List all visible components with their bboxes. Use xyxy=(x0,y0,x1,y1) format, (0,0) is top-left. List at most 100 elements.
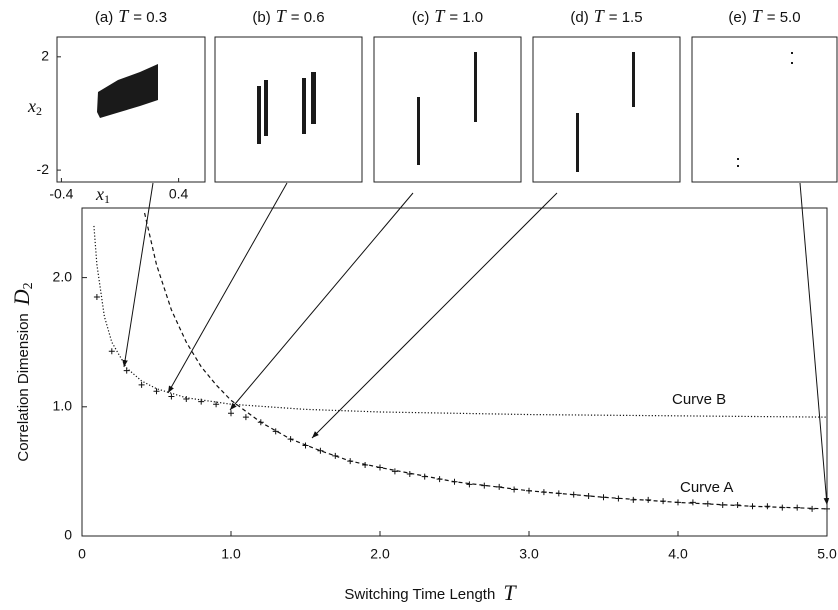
data-point xyxy=(675,499,681,506)
data-point xyxy=(555,490,562,497)
cloud xyxy=(737,158,739,160)
inset-y-symbol: x xyxy=(27,96,36,116)
data-point xyxy=(287,436,294,443)
data-point xyxy=(779,504,786,511)
inset-title-value: = 5.0 xyxy=(767,9,801,26)
cloud xyxy=(632,52,635,107)
cloud xyxy=(302,78,306,134)
inset-title-symbol: T xyxy=(434,6,446,26)
data-point xyxy=(809,505,816,512)
cloud xyxy=(791,52,793,54)
inset-title-prefix: (c) xyxy=(412,9,430,26)
data-point xyxy=(734,501,741,508)
data-point xyxy=(213,401,220,408)
data-point xyxy=(481,482,488,489)
x-tick-label: 1.0 xyxy=(221,546,241,562)
inset-title-value: = 0.3 xyxy=(133,9,167,26)
inset-y-label: x2 xyxy=(27,96,42,118)
data-point xyxy=(704,500,711,507)
inset-title-symbol: T xyxy=(276,6,288,26)
data-point xyxy=(123,367,130,374)
data-point xyxy=(228,410,234,417)
y-axis-symbol: D xyxy=(9,289,34,306)
inset-title: (a) T = 0.3 xyxy=(95,6,167,26)
data-point xyxy=(526,487,532,494)
x-tick-label: 5.0 xyxy=(817,546,837,562)
x-tick-label: 4.0 xyxy=(668,546,688,562)
y-tick-label: 0 xyxy=(64,527,72,543)
y-axis-label-text: Correlation Dimension xyxy=(15,313,32,461)
inset-title-prefix: (b) xyxy=(252,9,270,26)
data-point xyxy=(794,504,801,511)
inset-title: (c) T = 1.0 xyxy=(412,6,483,26)
arrow xyxy=(311,192,558,439)
data-point xyxy=(451,478,458,485)
data-point xyxy=(466,481,473,488)
data-point xyxy=(570,491,577,498)
data-point xyxy=(272,428,279,435)
inset-title-value: = 1.5 xyxy=(609,9,643,26)
inset-title-value: = 0.6 xyxy=(291,9,325,26)
inset-frame xyxy=(691,36,838,183)
inset-x-symbol: x xyxy=(95,184,104,204)
inset-title-symbol: T xyxy=(118,6,130,26)
x-tick-label: 0 xyxy=(78,546,86,562)
data-point xyxy=(362,461,369,468)
data-point xyxy=(242,414,249,421)
curve-label: Curve B xyxy=(672,391,726,408)
data-point xyxy=(600,494,607,501)
arrow xyxy=(122,182,154,368)
curve-label: Curve A xyxy=(680,479,733,496)
cloud xyxy=(417,97,420,165)
curve xyxy=(93,225,828,418)
data-point xyxy=(615,495,622,502)
data-point xyxy=(257,419,264,426)
data-point xyxy=(332,452,339,459)
data-point xyxy=(496,483,503,490)
data-point xyxy=(391,468,398,475)
inset-title: (e) T = 5.0 xyxy=(728,6,800,26)
cloud xyxy=(791,62,793,64)
data-point xyxy=(719,501,726,508)
inset-title-symbol: T xyxy=(752,6,764,26)
x-axis-symbol: T xyxy=(503,580,517,605)
cloud xyxy=(311,72,316,124)
data-point xyxy=(347,458,354,465)
inset-frames xyxy=(56,36,838,183)
cloud xyxy=(474,52,477,122)
inset-y-tick-label: -2 xyxy=(37,161,50,177)
data-point xyxy=(317,447,324,454)
data-point xyxy=(436,476,443,483)
data-point xyxy=(421,473,428,480)
y-axis-label: Correlation Dimension D2 xyxy=(9,282,36,461)
data-point xyxy=(93,293,100,300)
x-tick-label: 3.0 xyxy=(519,546,539,562)
inset-title-prefix: (a) xyxy=(95,9,113,26)
data-point xyxy=(406,470,413,477)
plot-frame xyxy=(81,207,828,537)
data-point xyxy=(108,348,115,355)
data-point xyxy=(540,489,547,496)
inset-title-value: = 1.0 xyxy=(449,9,483,26)
inset-y-tick-label: 2 xyxy=(41,48,49,64)
inset-frame xyxy=(532,36,681,183)
x-axis-label-text: Switching Time Length xyxy=(344,586,495,603)
inset-frame xyxy=(214,36,363,183)
inset-x-tick-label: -0.4 xyxy=(49,186,73,202)
inset-title-symbol: T xyxy=(594,6,606,26)
cloud xyxy=(257,86,261,144)
inset-x-label: x1 xyxy=(95,184,110,206)
data-point xyxy=(660,498,667,505)
data-point xyxy=(749,503,756,510)
data-point xyxy=(764,503,771,510)
arrows xyxy=(122,182,830,506)
inset-title-prefix: (e) xyxy=(728,9,746,26)
data-point xyxy=(645,496,652,503)
data-point xyxy=(198,398,205,405)
data-point xyxy=(153,388,160,395)
inset-y-subscript: 2 xyxy=(36,104,42,118)
arrow xyxy=(229,192,414,411)
cloud xyxy=(737,165,739,167)
inset-title-prefix: (d) xyxy=(570,9,588,26)
